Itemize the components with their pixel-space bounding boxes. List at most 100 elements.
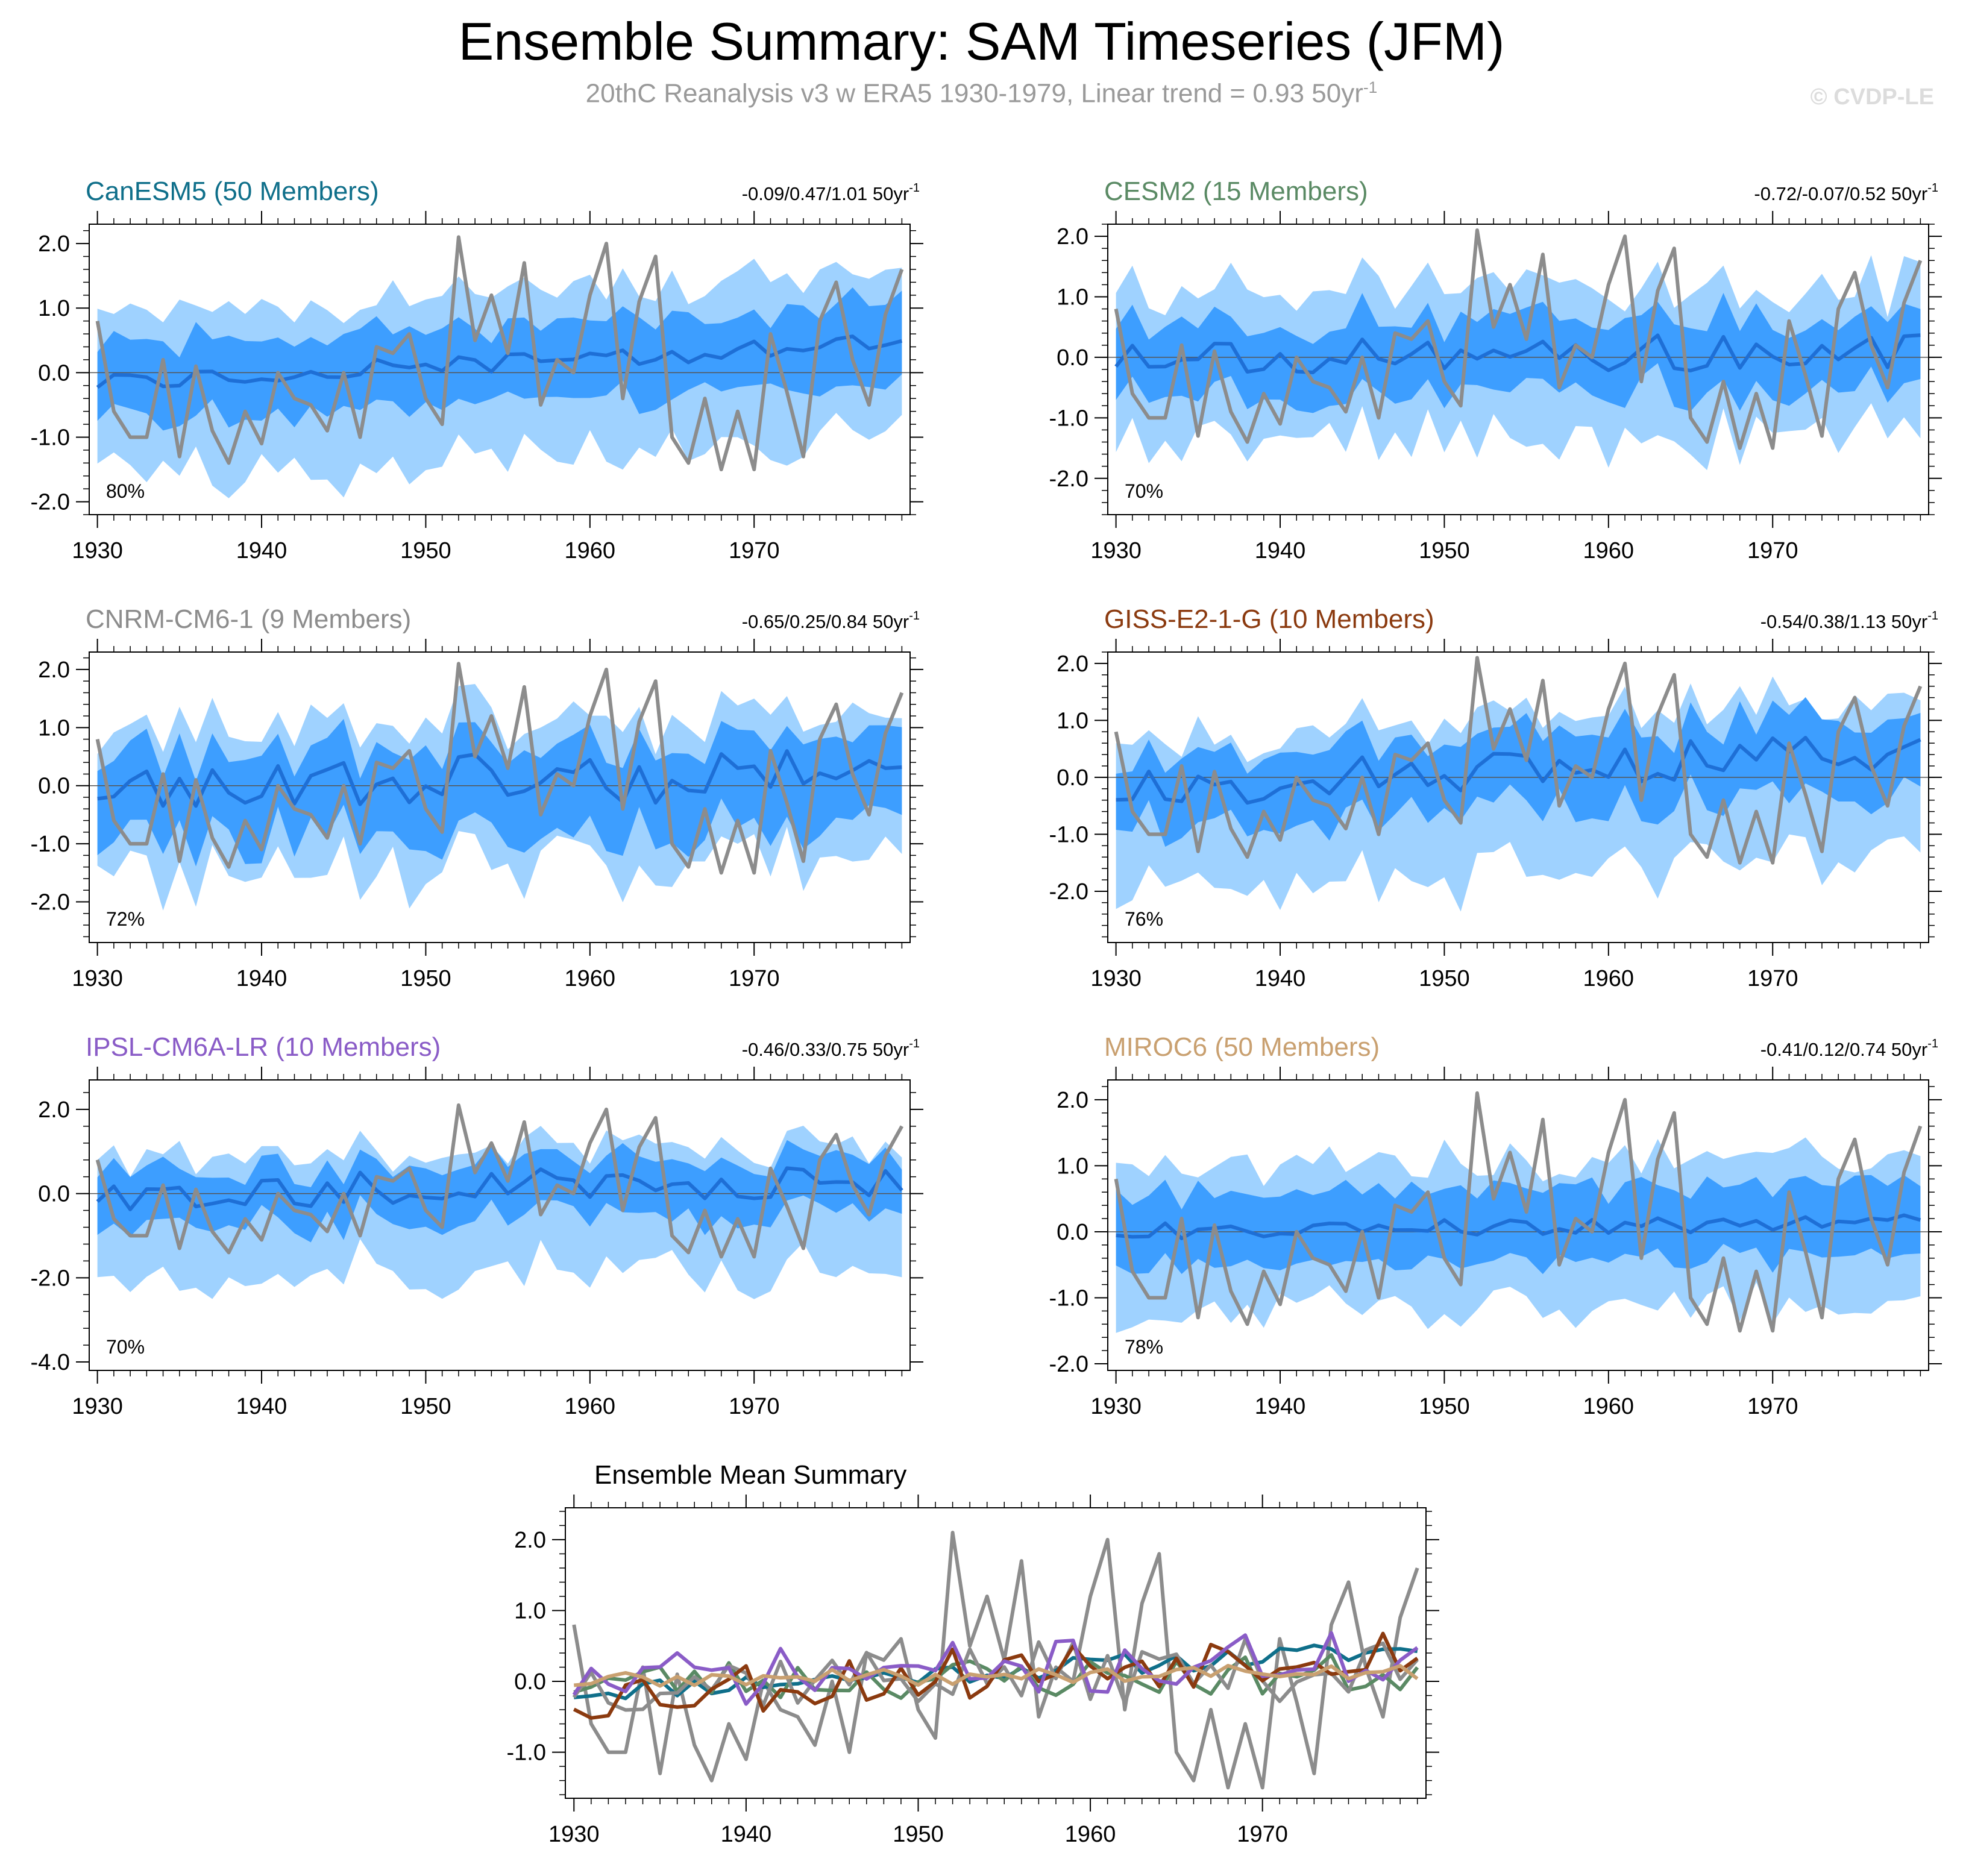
- x-tick-label: 1930: [72, 538, 123, 563]
- percent-label: 72%: [106, 908, 145, 930]
- main-title: Ensemble Summary: SAM Timeseries (JFM): [458, 11, 1505, 71]
- y-tick-label: 0.0: [38, 774, 70, 799]
- y-tick-label: 1.0: [38, 296, 70, 321]
- x-tick-label: 1940: [1255, 966, 1306, 991]
- x-tick-label: 1930: [548, 1822, 600, 1847]
- y-tick-label: -1.0: [31, 832, 70, 857]
- trend-text: -0.54/0.38/1.13 50yr: [1760, 611, 1927, 632]
- trend-superscript: -1: [1927, 609, 1938, 623]
- trend-label: -0.72/-0.07/0.52 50yr-1: [1754, 181, 1938, 204]
- trend-label: -0.46/0.33/0.75 50yr-1: [742, 1037, 920, 1060]
- x-tick-label: 1930: [1090, 1394, 1142, 1419]
- trend-label: -0.41/0.12/0.74 50yr-1: [1760, 1037, 1938, 1060]
- trend-text: -0.41/0.12/0.74 50yr: [1760, 1039, 1927, 1060]
- y-tick-label: -2.0: [31, 490, 70, 515]
- panel-ipsl: IPSL-CM6A-LR (10 Members) -0.46/0.33/0.75…: [31, 1032, 923, 1419]
- inner-spread-band: [97, 287, 902, 431]
- observed-line: [1114, 228, 1923, 450]
- ensemble-mean-line: [1114, 333, 1921, 374]
- y-tick-label: 2.0: [1057, 651, 1088, 677]
- x-tick-label: 1940: [721, 1822, 772, 1847]
- watermark: © CVDP-LE: [1810, 84, 1934, 110]
- x-tick-label: 1950: [1419, 966, 1470, 991]
- subtitle-superscript: -1: [1363, 78, 1378, 96]
- trend-label: -0.54/0.38/1.13 50yr-1: [1760, 609, 1938, 632]
- x-tick-label: 1960: [1583, 966, 1635, 991]
- x-tick-label: 1940: [236, 538, 287, 563]
- outer-spread-band: [1116, 676, 1921, 912]
- panel-summary: Ensemble Mean Summary 2.0 1.0 0.0 -1.0 1930 19…: [507, 1460, 1439, 1847]
- y-tick-label: -2.0: [1049, 466, 1088, 492]
- ensemble-mean-giss: [573, 1631, 1419, 1720]
- x-tick-label: 1950: [1419, 538, 1470, 563]
- percent-label: 70%: [106, 1336, 145, 1358]
- trend-superscript: -1: [909, 1037, 920, 1050]
- x-tick-label: 1970: [1747, 966, 1798, 991]
- x-tick-label: 1950: [400, 538, 451, 563]
- y-tick-label: 1.0: [514, 1598, 546, 1623]
- y-tick-label: 2.0: [514, 1528, 546, 1553]
- observed-line: [1114, 1091, 1923, 1333]
- observed-line: [95, 235, 904, 472]
- x-tick-label: 1930: [72, 966, 123, 991]
- trend-text: -0.72/-0.07/0.52 50yr: [1754, 183, 1927, 204]
- subtitle: 20thC Reanalysis v3 w ERA5 1930-1979, Li…: [0, 78, 1963, 109]
- x-tick-label: 1970: [1237, 1822, 1288, 1847]
- panel-title: Ensemble Mean Summary: [594, 1460, 906, 1490]
- panel-giss: GISS-E2-1-G (10 Members) -0.54/0.38/1.13 …: [1049, 604, 1942, 991]
- y-tick-label: -1.0: [31, 425, 70, 450]
- y-tick-label: 1.0: [1057, 708, 1088, 733]
- observed-line: [1114, 656, 1923, 865]
- x-tick-label: 1960: [1583, 1394, 1635, 1419]
- x-tick-label: 1940: [1255, 538, 1306, 563]
- plot-frame: [1107, 651, 1929, 943]
- y-tick-label: 0.0: [1057, 345, 1088, 371]
- x-tick-label: 1970: [729, 966, 780, 991]
- x-tick-label: 1950: [893, 1822, 944, 1847]
- x-tick-label: 1930: [1090, 538, 1142, 563]
- y-tick-label: -1.0: [1049, 1286, 1088, 1311]
- panel-title: IPSL-CM6A-LR (10 Members): [86, 1032, 441, 1062]
- panel-cesm2: CESM2 (15 Members) -0.72/-0.07/0.52 50yr-…: [1049, 177, 1942, 563]
- y-tick-label: 0.0: [38, 360, 70, 386]
- plot-frame: [1107, 1079, 1929, 1371]
- y-tick-label: 1.0: [38, 715, 70, 741]
- y-tick-label: -2.0: [1049, 879, 1088, 905]
- x-tick-label: 1970: [1747, 1394, 1798, 1419]
- y-tick-label: -2.0: [31, 890, 70, 915]
- x-tick-label: 1930: [72, 1394, 123, 1419]
- trend-text: -0.65/0.25/0.84 50yr: [742, 611, 909, 632]
- x-tick-label: 1940: [1255, 1394, 1306, 1419]
- subtitle-text: 20thC Reanalysis v3 w ERA5 1930-1979, Li…: [585, 78, 1363, 108]
- y-tick-label: -1.0: [1049, 406, 1088, 431]
- x-tick-label: 1960: [565, 1394, 616, 1419]
- trend-superscript: -1: [909, 609, 920, 623]
- trend-label: -0.09/0.47/1.01 50yr-1: [742, 181, 920, 204]
- x-tick-label: 1950: [400, 1394, 451, 1419]
- panel-title: MIROC6 (50 Members): [1104, 1032, 1380, 1062]
- y-tick-label: 0.0: [38, 1182, 70, 1207]
- y-tick-label: 2.0: [38, 1097, 70, 1123]
- ensemble-mean-line: [1116, 736, 1921, 805]
- trend-label: -0.65/0.25/0.84 50yr-1: [742, 609, 920, 632]
- inner-spread-band: [1116, 1175, 1921, 1275]
- x-tick-label: 1960: [1583, 538, 1635, 563]
- percent-label: 76%: [1125, 908, 1163, 930]
- ensemble-mean-line: [96, 1166, 903, 1211]
- x-tick-label: 1970: [729, 538, 780, 563]
- panel-canesm5: CanESM5 (50 Members) -0.09/0.47/1.01 50yr…: [31, 177, 923, 563]
- x-tick-label: 1930: [1090, 966, 1142, 991]
- y-tick-label: 2.0: [38, 657, 70, 683]
- trend-superscript: -1: [1927, 1037, 1938, 1050]
- plot-frame: [565, 1507, 1427, 1799]
- plot-frame: [89, 1079, 911, 1371]
- panel-title: CESM2 (15 Members): [1104, 177, 1368, 206]
- panel-cnrm: CNRM-CM6-1 (9 Members) -0.65/0.25/0.84 50…: [31, 604, 923, 991]
- trend-superscript: -1: [909, 181, 920, 195]
- y-tick-label: -1.0: [507, 1740, 546, 1766]
- panel-title: GISS-E2-1-G (10 Members): [1104, 604, 1434, 634]
- plot-frame: [89, 224, 911, 515]
- x-tick-label: 1970: [1747, 538, 1798, 563]
- x-tick-label: 1940: [236, 966, 287, 991]
